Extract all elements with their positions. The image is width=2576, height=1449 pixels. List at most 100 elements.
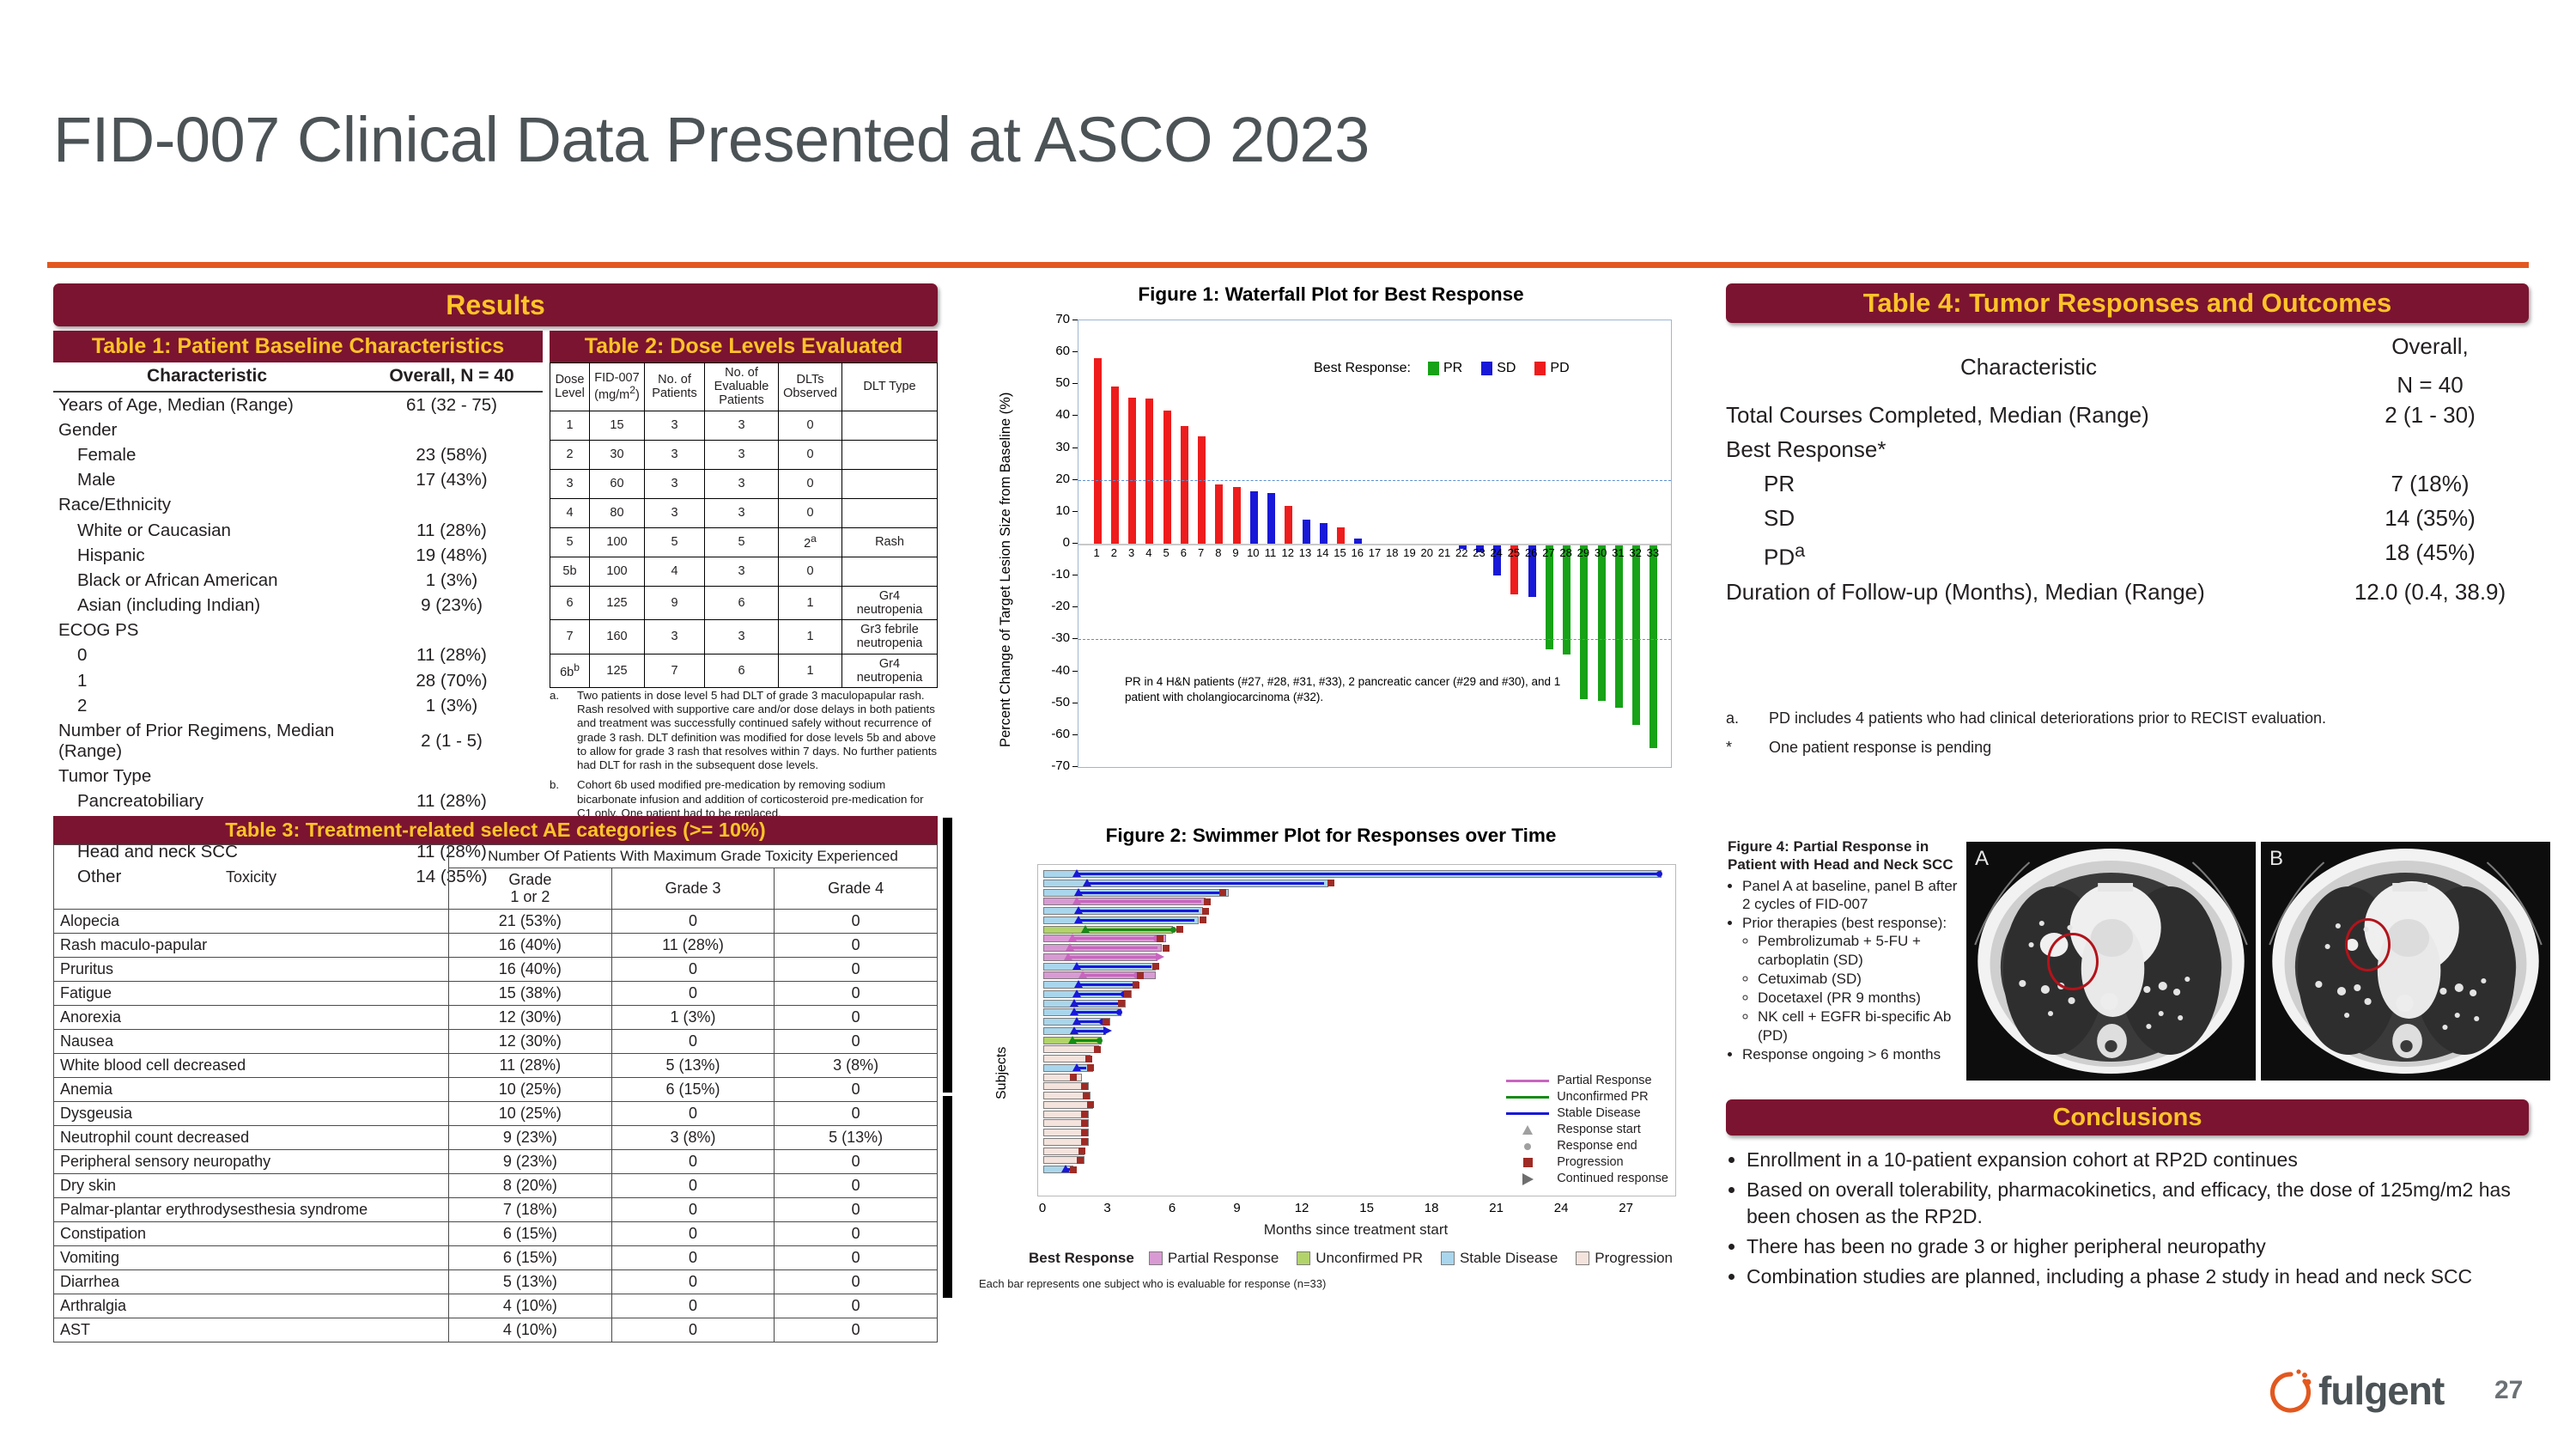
table-2-cell: 5 bbox=[704, 527, 779, 557]
table-3-cell-value: 16 (40%) bbox=[448, 956, 612, 982]
figure-2-response-line bbox=[1073, 1029, 1104, 1032]
table-row: Pruritus 16 (40%) 0 0 bbox=[53, 956, 938, 982]
figure-2-subject-row bbox=[1043, 989, 1670, 998]
figure-2-bar bbox=[1043, 1156, 1084, 1165]
figure-2-legend-item: Progression bbox=[1505, 1154, 1668, 1171]
table-3-cell-value: 0 bbox=[611, 1028, 775, 1054]
response-start-icon bbox=[1063, 952, 1072, 960]
table-3-col-grade12: Grade 1 or 2 bbox=[448, 867, 612, 910]
table-3-cell-value: 0 bbox=[611, 1245, 775, 1270]
table-2-cell: Gr3 febrile neutropenia bbox=[841, 619, 938, 654]
figure-2-legend-item: Response end bbox=[1505, 1138, 1668, 1154]
figure-1-bar bbox=[1580, 544, 1589, 699]
table-1-cell-label: Tumor Type bbox=[58, 766, 152, 787]
progression-icon bbox=[1201, 907, 1209, 915]
figure-1-note: PR in 4 H&N patients (#27, #28, #31, #33… bbox=[1125, 675, 1561, 703]
progression-icon bbox=[1176, 926, 1183, 934]
table-4-cell-value: 2 (1 - 30) bbox=[2385, 402, 2476, 428]
legend-text: Stable Disease bbox=[1557, 1106, 1641, 1120]
table-3-cell-toxicity: Pruritus bbox=[53, 956, 449, 982]
figure-2-subject-row bbox=[1043, 1008, 1670, 1017]
table-row: Nausea 12 (30%) 0 0 bbox=[53, 1028, 938, 1054]
figure-2-response-line bbox=[1084, 928, 1174, 931]
figure-2-subject-row bbox=[1043, 1073, 1670, 1081]
legend-text: Partial Response bbox=[1167, 1250, 1279, 1266]
figure-2-legend-item: Unconfirmed PR bbox=[1505, 1089, 1668, 1105]
response-start-icon bbox=[1078, 971, 1088, 979]
legend-text: Stable Disease bbox=[1459, 1250, 1558, 1266]
table-3-col-grade4: Grade 4 bbox=[774, 867, 938, 910]
figure-2-subject-row bbox=[1043, 1110, 1670, 1118]
table-2-cell: 5 bbox=[550, 527, 590, 557]
table-3-cell-value: 0 bbox=[611, 980, 775, 1006]
table-2-cell: 3 bbox=[704, 556, 779, 587]
figure-1-x-tick: 14 bbox=[1316, 546, 1329, 559]
table-3-cell-value: 9 (23%) bbox=[448, 1148, 612, 1174]
table-1-col-characteristic: Characteristic bbox=[53, 362, 361, 393]
figure-1-x-tick: 2 bbox=[1110, 546, 1117, 559]
table-3-cell-value: 0 bbox=[774, 1221, 938, 1246]
legend-swatch-icon bbox=[1148, 1251, 1163, 1265]
decorative-bar-left bbox=[943, 818, 952, 1093]
table-3-cell-value: 0 bbox=[774, 980, 938, 1006]
figure-2-bar bbox=[1043, 1119, 1089, 1128]
legend-key-icon bbox=[1505, 1096, 1550, 1099]
table-3-cell-value: 6 (15%) bbox=[448, 1221, 612, 1246]
figure-2-x-axis-label: Months since treatment start bbox=[1263, 1221, 1449, 1238]
legend-swatch-icon bbox=[1481, 362, 1493, 375]
table-3-grid: Toxicity Number Of Patients With Maximum… bbox=[53, 844, 938, 1342]
table-row: 4 80 3 3 0 bbox=[550, 497, 938, 528]
figure-1-x-tick: 13 bbox=[1298, 546, 1312, 559]
fulgent-logo-text: fulgent bbox=[2318, 1368, 2445, 1413]
decorative-bar-left-2 bbox=[943, 1096, 952, 1298]
table-3-cell-value: 21 (53%) bbox=[448, 908, 612, 934]
figure-2-subject-row bbox=[1043, 1129, 1670, 1137]
figure-1-x-tick: 27 bbox=[1542, 546, 1555, 559]
figure-1-y-tick: 70 bbox=[1055, 312, 1070, 326]
figure-1-bar bbox=[1128, 397, 1137, 544]
response-start-icon bbox=[1072, 869, 1081, 877]
table-3-cell-toxicity: Fatigue bbox=[53, 980, 449, 1006]
figure-1-bar bbox=[1614, 544, 1623, 708]
table-row: Vomiting 6 (15%) 0 0 bbox=[53, 1245, 938, 1270]
figure-1-tick-mark bbox=[1072, 510, 1078, 512]
table-row: 2 30 3 3 0 bbox=[550, 439, 938, 470]
table-4-cell-label: Best Response* bbox=[1726, 436, 1886, 462]
footnote: a. Two patients in dose level 5 had DLT o… bbox=[550, 689, 938, 772]
table-2-cell: 0 bbox=[778, 468, 842, 499]
table-2-cell: 30 bbox=[589, 439, 645, 470]
figure-1-bar bbox=[1528, 544, 1536, 598]
figure-2-subject-row bbox=[1043, 943, 1670, 953]
legend-swatch-icon bbox=[1427, 362, 1439, 375]
table-2-cell: 3 bbox=[704, 410, 779, 441]
table-2-cell: 3 bbox=[644, 410, 705, 441]
figure-2-x-tick: 15 bbox=[1359, 1201, 1374, 1215]
table-3-cell-value: 1 (3%) bbox=[611, 1004, 775, 1030]
table-1-cell-label: Hispanic bbox=[77, 545, 145, 565]
table-row: Dysgeusia 10 (25%) 0 0 bbox=[53, 1100, 938, 1126]
table-row: Number of Prior Regimens, Median (Range)… bbox=[53, 718, 543, 764]
response-start-icon bbox=[1070, 1008, 1079, 1016]
table-3-cell-toxicity: Alopecia bbox=[53, 908, 449, 934]
table-2-cell: 4 bbox=[550, 497, 590, 528]
figure-2-x-tick: 6 bbox=[1168, 1201, 1176, 1215]
table-3-col-grade3: Grade 3 bbox=[611, 867, 775, 910]
table-3-cell-value: 5 (13%) bbox=[448, 1269, 612, 1294]
figure-1-reference-line bbox=[1078, 479, 1671, 481]
progression-icon bbox=[1204, 898, 1212, 905]
legend-key-icon bbox=[1505, 1158, 1550, 1167]
table-3-cell-value: 0 bbox=[774, 1317, 938, 1342]
table-row: Neutrophil count decreased 9 (23%) 3 (8%) 5… bbox=[53, 1124, 938, 1150]
list-item: Docetaxel (PR 9 months) bbox=[1758, 989, 1959, 1007]
figure-2-subject-row bbox=[1043, 915, 1670, 924]
figure-1-y-tick: 20 bbox=[1055, 471, 1070, 486]
figure-1-bar bbox=[1145, 399, 1154, 544]
table-2-cell: 3 bbox=[644, 497, 705, 528]
figure-2-bar bbox=[1043, 1045, 1100, 1054]
figure-1-tick-mark bbox=[1072, 734, 1078, 735]
table-3-cell-value: 12 (30%) bbox=[448, 1004, 612, 1030]
progression-icon bbox=[1103, 1018, 1109, 1026]
list-item: Enrollment in a 10-patient expansion coh… bbox=[1747, 1147, 2533, 1172]
table-1-cell-label: Years of Age, Median (Range) bbox=[58, 394, 294, 415]
table-row: AST 4 (10%) 0 0 bbox=[53, 1317, 938, 1342]
